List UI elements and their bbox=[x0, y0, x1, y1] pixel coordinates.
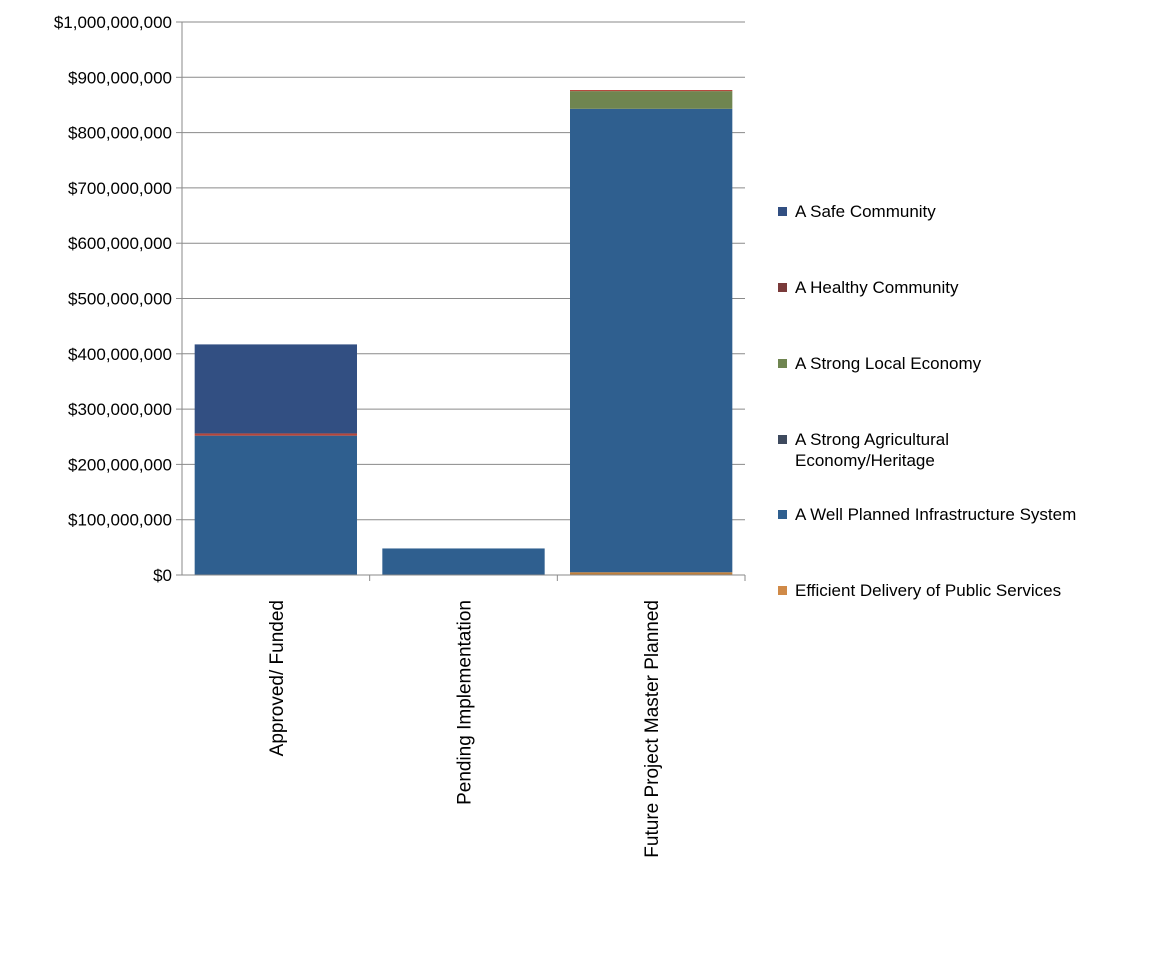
y-tick-label: $400,000,000 bbox=[68, 345, 172, 364]
y-tick-label: $200,000,000 bbox=[68, 455, 172, 474]
y-tick-label: $100,000,000 bbox=[68, 511, 172, 530]
axes bbox=[176, 21, 746, 581]
category-label: Future Project Master Planned bbox=[642, 600, 663, 858]
bar-segment-a-healthy-community-2 bbox=[570, 90, 733, 92]
legend-label: Efficient Delivery of Public Services bbox=[795, 581, 1061, 600]
y-tick-label: $700,000,000 bbox=[68, 179, 172, 198]
category-label: Approved/ Funded bbox=[267, 600, 288, 756]
y-tick-label: $500,000,000 bbox=[68, 290, 172, 309]
legend-label: A Safe Community bbox=[795, 202, 936, 221]
legend-swatch-a-strong-local-economy bbox=[778, 359, 787, 368]
category-label: Pending Implementation bbox=[455, 600, 476, 805]
legend-swatch-a-well-planned-infrastructure-system bbox=[778, 510, 787, 519]
legend-label: A Healthy Community bbox=[795, 278, 959, 297]
bar-segment-a-strong-local-economy-2 bbox=[570, 91, 733, 109]
legend-label: Economy/Heritage bbox=[795, 451, 935, 470]
bar-segment-a-well-planned-infrastructure-system-1 bbox=[382, 548, 545, 575]
y-tick-labels: $0 $100,000,000 $200,000,000 $300,000,000 $4… bbox=[54, 13, 172, 585]
legend-swatch-a-healthy-community bbox=[778, 283, 787, 292]
bar-segment-a-well-planned-infrastructure-system-2 bbox=[570, 108, 733, 573]
y-tick-label: $800,000,000 bbox=[68, 124, 172, 143]
legend-swatch-a-strong-agricultural-economy-heritage bbox=[778, 435, 787, 444]
y-tick-label: $600,000,000 bbox=[68, 234, 172, 253]
bar-segment-a-well-planned-infrastructure-system-0 bbox=[194, 435, 357, 575]
y-tick-label: $300,000,000 bbox=[68, 400, 172, 419]
bar-segment-a-healthy-community-0 bbox=[194, 433, 357, 436]
legend-label: A Strong Agricultural bbox=[795, 430, 949, 449]
y-tick-label: $0 bbox=[153, 566, 172, 585]
legend-swatch-efficient-delivery-of-public-services bbox=[778, 586, 787, 595]
y-tick-label: $900,000,000 bbox=[68, 68, 172, 87]
legend-swatch-a-safe-community bbox=[778, 207, 787, 216]
category-labels: Approved/ Funded Pending Implementation Fu… bbox=[267, 600, 663, 858]
bar-segment-efficient-delivery-of-public-services-2 bbox=[570, 572, 733, 575]
y-tick-label: $1,000,000,000 bbox=[54, 13, 172, 32]
bars bbox=[194, 90, 733, 575]
bar-segment-a-safe-community-0 bbox=[194, 344, 357, 434]
legend: A Safe Community A Healthy Community A Str… bbox=[778, 202, 1076, 600]
legend-label: A Well Planned Infrastructure System bbox=[795, 505, 1076, 524]
legend-label: A Strong Local Economy bbox=[795, 354, 982, 373]
